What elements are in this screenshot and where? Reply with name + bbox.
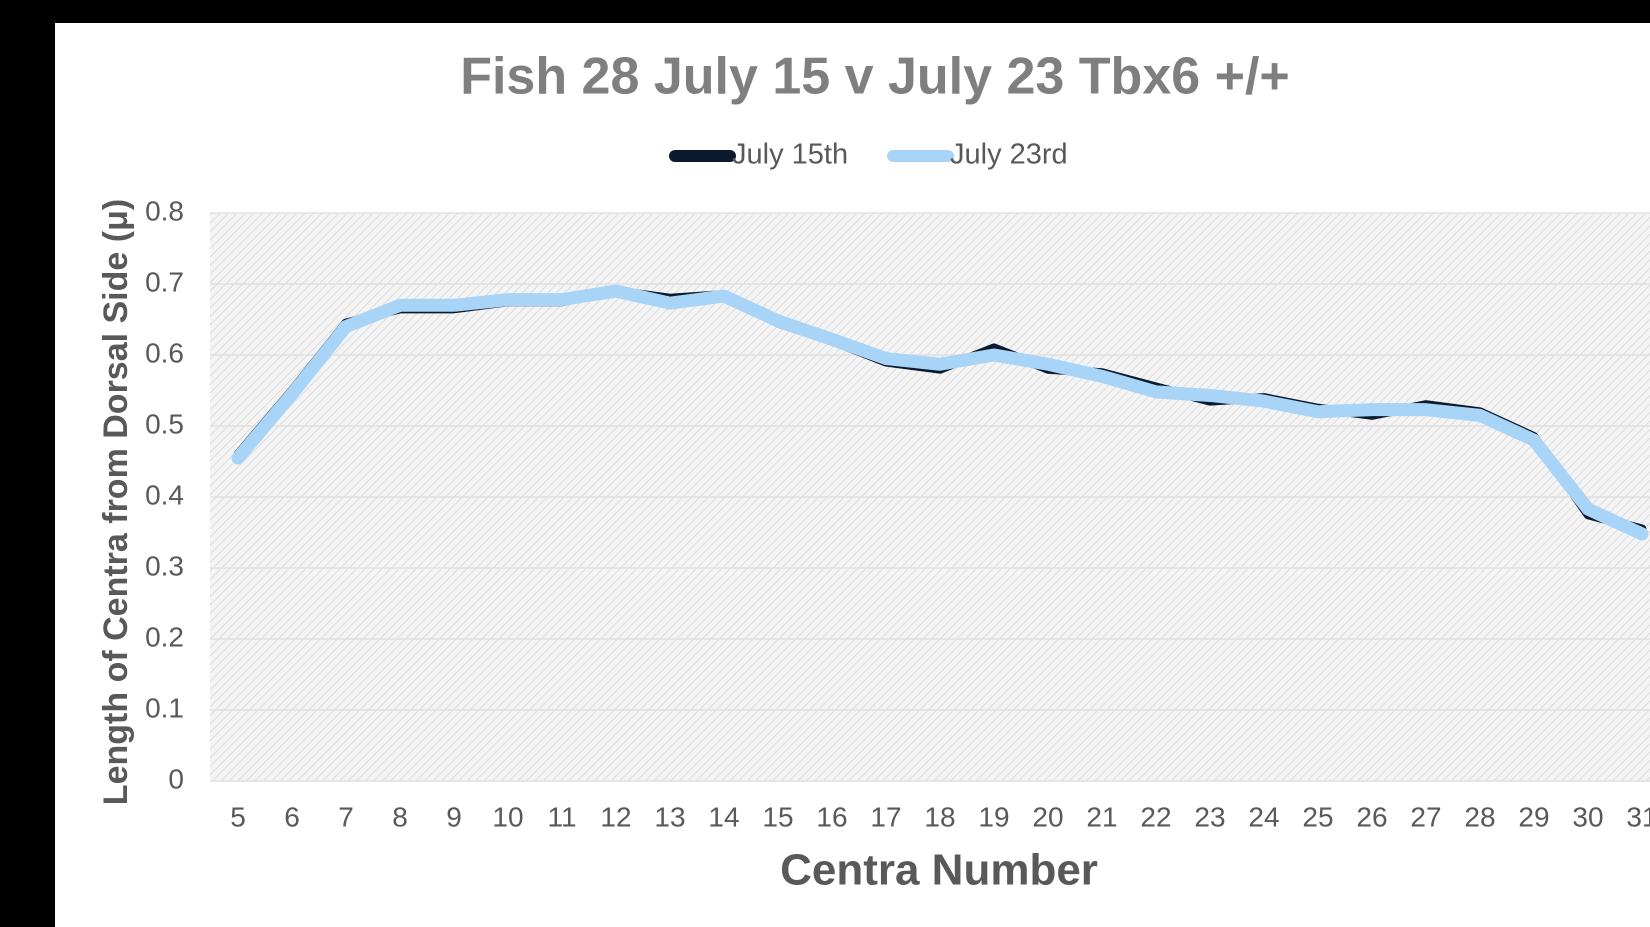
x-tick-label: 28 bbox=[1464, 801, 1495, 832]
x-tick-label: 31 bbox=[1626, 801, 1650, 832]
x-tick-label: 18 bbox=[924, 801, 955, 832]
x-tick-label: 15 bbox=[762, 801, 793, 832]
y-axis-label: Length of Centra from Dorsal Side (μ) bbox=[97, 199, 135, 805]
y-tick-label: 0.5 bbox=[145, 408, 184, 439]
x-tick-label: 22 bbox=[1140, 801, 1171, 832]
y-tick-label: 0.2 bbox=[145, 621, 184, 652]
x-tick-label: 6 bbox=[284, 801, 300, 832]
y-tick-label: 0 bbox=[168, 763, 184, 794]
x-tick-label: 16 bbox=[816, 801, 847, 832]
x-tick-label: 8 bbox=[392, 801, 408, 832]
x-tick-label: 5 bbox=[230, 801, 246, 832]
y-tick-label: 0.4 bbox=[145, 479, 184, 510]
x-tick-label: 11 bbox=[547, 801, 576, 832]
x-tick-label: 14 bbox=[708, 801, 739, 832]
x-tick-label: 29 bbox=[1518, 801, 1549, 832]
x-tick-label: 20 bbox=[1032, 801, 1063, 832]
x-tick-label: 7 bbox=[338, 801, 354, 832]
x-tick-label: 19 bbox=[978, 801, 1009, 832]
x-tick-label: 30 bbox=[1572, 801, 1603, 832]
x-tick-label: 17 bbox=[870, 801, 901, 832]
y-tick-label: 0.7 bbox=[145, 266, 184, 297]
x-axis-label: Centra Number bbox=[780, 846, 1098, 895]
x-tick-label: 21 bbox=[1086, 801, 1117, 832]
x-tick-label: 25 bbox=[1302, 801, 1333, 832]
y-tick-label: 0.1 bbox=[145, 692, 184, 723]
x-tick-label: 26 bbox=[1356, 801, 1387, 832]
x-tick-label: 23 bbox=[1194, 801, 1225, 832]
x-tick-label: 12 bbox=[600, 801, 631, 832]
legend-label: July 15th bbox=[732, 139, 848, 171]
series-line bbox=[231, 284, 1649, 541]
x-tick-label: 24 bbox=[1248, 801, 1279, 832]
y-tick-label: 0.6 bbox=[145, 337, 184, 368]
x-tick-label: 27 bbox=[1410, 801, 1441, 832]
chart-title: Fish 28 July 15 v July 23 Tbx6 +/+ bbox=[460, 48, 1290, 106]
y-tick-label: 0.8 bbox=[145, 195, 184, 226]
x-tick-label: 9 bbox=[446, 801, 462, 832]
x-tick-label: 13 bbox=[654, 801, 685, 832]
x-tick-label: 10 bbox=[492, 801, 523, 832]
y-tick-label: 0.3 bbox=[145, 550, 184, 581]
legend-label: July 23rd bbox=[950, 139, 1068, 171]
